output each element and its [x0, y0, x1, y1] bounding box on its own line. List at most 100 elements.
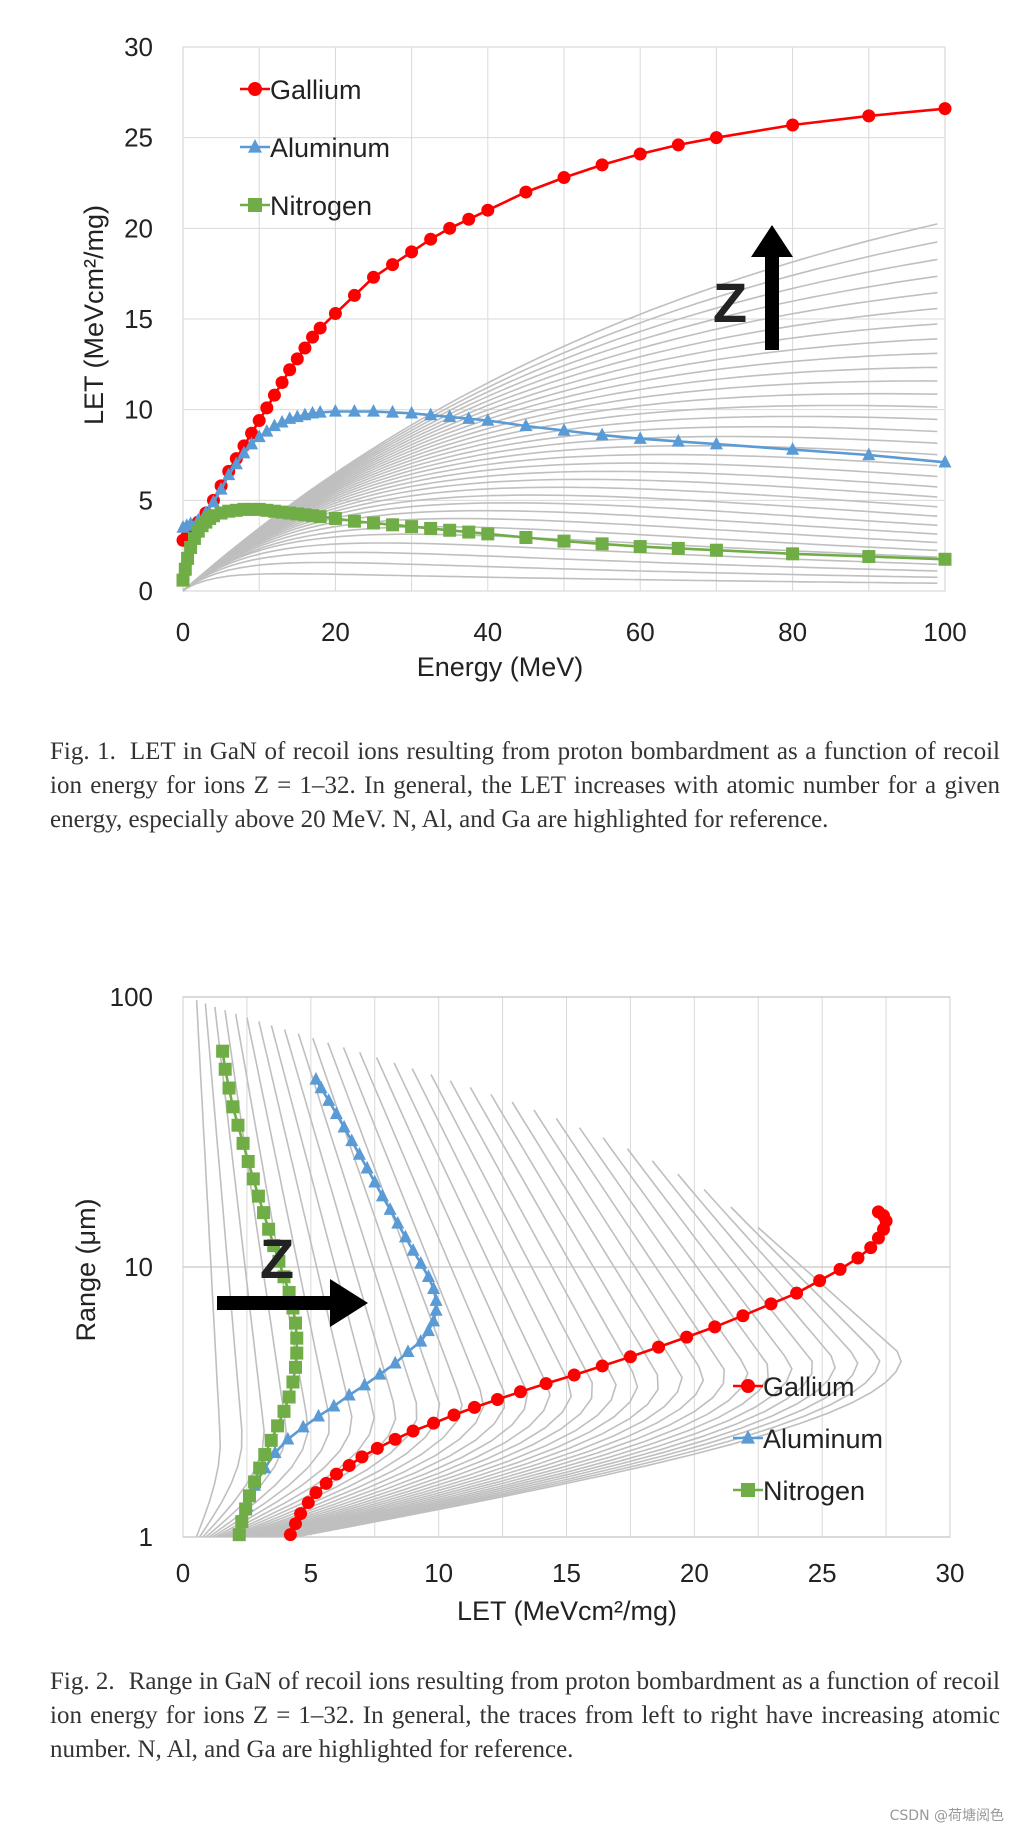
fig2-background-curve: [218, 1025, 376, 1538]
fig2-background-curve: [266, 1109, 705, 1538]
fig1-point-gallium: [671, 138, 685, 152]
fig2-background-curve: [279, 1148, 793, 1538]
fig1-background-curve: [182, 502, 938, 592]
fig2-point-gallium: [813, 1274, 827, 1288]
fig1-point-nitrogen: [181, 551, 195, 565]
fig2-point-nitrogen: [242, 1489, 256, 1503]
fig1-background-curve: [182, 392, 938, 592]
fig2-point-gallium: [388, 1432, 402, 1446]
fig1-point-gallium: [938, 102, 952, 116]
fig1-background-curve: [182, 380, 938, 592]
fig2-background-curve: [221, 1029, 397, 1538]
fig2-x-tick-label: 0: [176, 1558, 190, 1588]
fig2-background-curve: [198, 1003, 243, 1538]
fig2-background-curve: [282, 1160, 814, 1538]
fig1-y-axis-label: LET (MeVcm²/mg): [79, 205, 109, 425]
watermark: CSDN @荷塘阅色: [889, 1808, 1004, 1824]
fig2-background-curve: [269, 1117, 726, 1538]
fig1-point-nitrogen: [347, 514, 361, 528]
fig1-point-gallium: [298, 341, 312, 355]
fig2-background-curve: [240, 1057, 529, 1538]
fig2-point-nitrogen: [239, 1502, 253, 1516]
fig2-point-nitrogen: [251, 1189, 265, 1203]
fig2-background-curve: [224, 1033, 418, 1538]
fig2-point-gallium: [447, 1408, 461, 1422]
fig1-point-aluminum: [245, 436, 259, 450]
fig1-point-gallium: [347, 288, 361, 302]
fig1-point-aluminum: [275, 414, 289, 428]
fig2-point-nitrogen: [222, 1081, 236, 1095]
fig2-point-aluminum: [429, 1293, 443, 1306]
fig1-background-curve: [182, 338, 938, 592]
fig1-point-nitrogen: [519, 531, 533, 545]
fig1-background-curve: [182, 323, 938, 592]
fig2-x-tick-label: 30: [936, 1558, 965, 1588]
fig2-point-gallium: [833, 1262, 847, 1276]
fig1-point-nitrogen: [462, 525, 476, 539]
fig2-background-curve: [288, 1188, 859, 1538]
fig1-point-nitrogen: [313, 510, 327, 524]
fig1-point-nitrogen: [481, 527, 495, 541]
fig1-point-nitrogen: [671, 541, 685, 555]
fig2-point-aluminum: [329, 1106, 343, 1120]
fig2-point-nitrogen: [267, 1239, 281, 1253]
fig1-point-aluminum: [252, 429, 266, 443]
fig2-point-gallium: [513, 1385, 527, 1399]
fig1-point-gallium: [709, 131, 723, 145]
fig2-point-aluminum: [309, 1071, 323, 1085]
fig1-point-aluminum: [260, 423, 274, 437]
fig1-point-gallium: [443, 221, 457, 235]
fig2-point-aluminum: [368, 1174, 382, 1188]
fig1-point-aluminum: [462, 411, 476, 424]
fig1-point-gallium: [424, 232, 438, 246]
fig2-series: [216, 1044, 893, 1542]
fig1-point-aluminum: [709, 436, 723, 450]
fig1-point-aluminum: [347, 404, 361, 417]
fig1-point-aluminum: [595, 427, 609, 441]
fig2-y-tick-label: 1: [139, 1522, 153, 1552]
fig1-y-tick-label: 5: [139, 485, 153, 515]
fig1-point-gallium: [481, 203, 495, 217]
fig2-point-aluminum: [342, 1387, 356, 1401]
fig2-point-gallium: [467, 1400, 481, 1414]
fig1-point-aluminum: [786, 442, 800, 455]
fig1-point-gallium: [267, 388, 281, 402]
fig2-z-arrow: Z: [217, 1227, 368, 1327]
fig2-background-curve: [205, 1010, 288, 1538]
fig2-point-aluminum: [421, 1323, 435, 1337]
fig1-point-aluminum: [229, 456, 243, 470]
fig2-x-tick-label: 25: [808, 1558, 837, 1588]
fig1-point-aluminum: [313, 404, 327, 418]
fig2-background-curve: [260, 1093, 659, 1538]
fig2-point-nitrogen: [236, 1136, 250, 1150]
fig2-point-aluminum: [268, 1445, 282, 1459]
fig2-background-curve: [292, 1206, 881, 1538]
fig1-point-nitrogen: [367, 516, 380, 530]
fig1-background-curve: [182, 426, 938, 592]
fig2-background-curve: [247, 1068, 572, 1538]
fig1-point-nitrogen: [328, 511, 342, 525]
fig1-point-gallium: [405, 245, 419, 259]
fig2-x-tick-label: 20: [680, 1558, 709, 1588]
fig1-y-tick-label: 30: [124, 32, 153, 62]
fig1-z-arrow: Z: [713, 225, 793, 350]
fig1-x-axis-label: Energy (MeV): [417, 652, 584, 682]
fig1-x-tick-label: 20: [321, 617, 350, 647]
fig1-legend-label: Aluminum: [270, 133, 390, 163]
fig1-point-aluminum: [862, 447, 876, 461]
fig2-legend-marker: [741, 1429, 755, 1444]
fig1-point-aluminum: [237, 445, 251, 459]
fig2-point-aluminum: [375, 1188, 389, 1202]
fig2-point-nitrogen: [290, 1331, 304, 1345]
fig2-point-nitrogen: [272, 1254, 286, 1268]
fig1-background-curve: [182, 223, 938, 592]
fig2-point-gallium: [490, 1393, 504, 1407]
fig2-caption-text: Range in GaN of recoil ions resulting fr…: [50, 1668, 1000, 1763]
fig1-x-tick-label: 80: [778, 617, 807, 647]
fig2-point-gallium: [294, 1507, 308, 1521]
fig2-y-axis-label: Range (μm): [71, 1198, 101, 1341]
fig1-point-aluminum: [938, 454, 952, 468]
fig1-background-curve: [182, 291, 938, 592]
fig2-point-nitrogen: [262, 1222, 276, 1236]
fig1-background-curve: [182, 307, 938, 592]
